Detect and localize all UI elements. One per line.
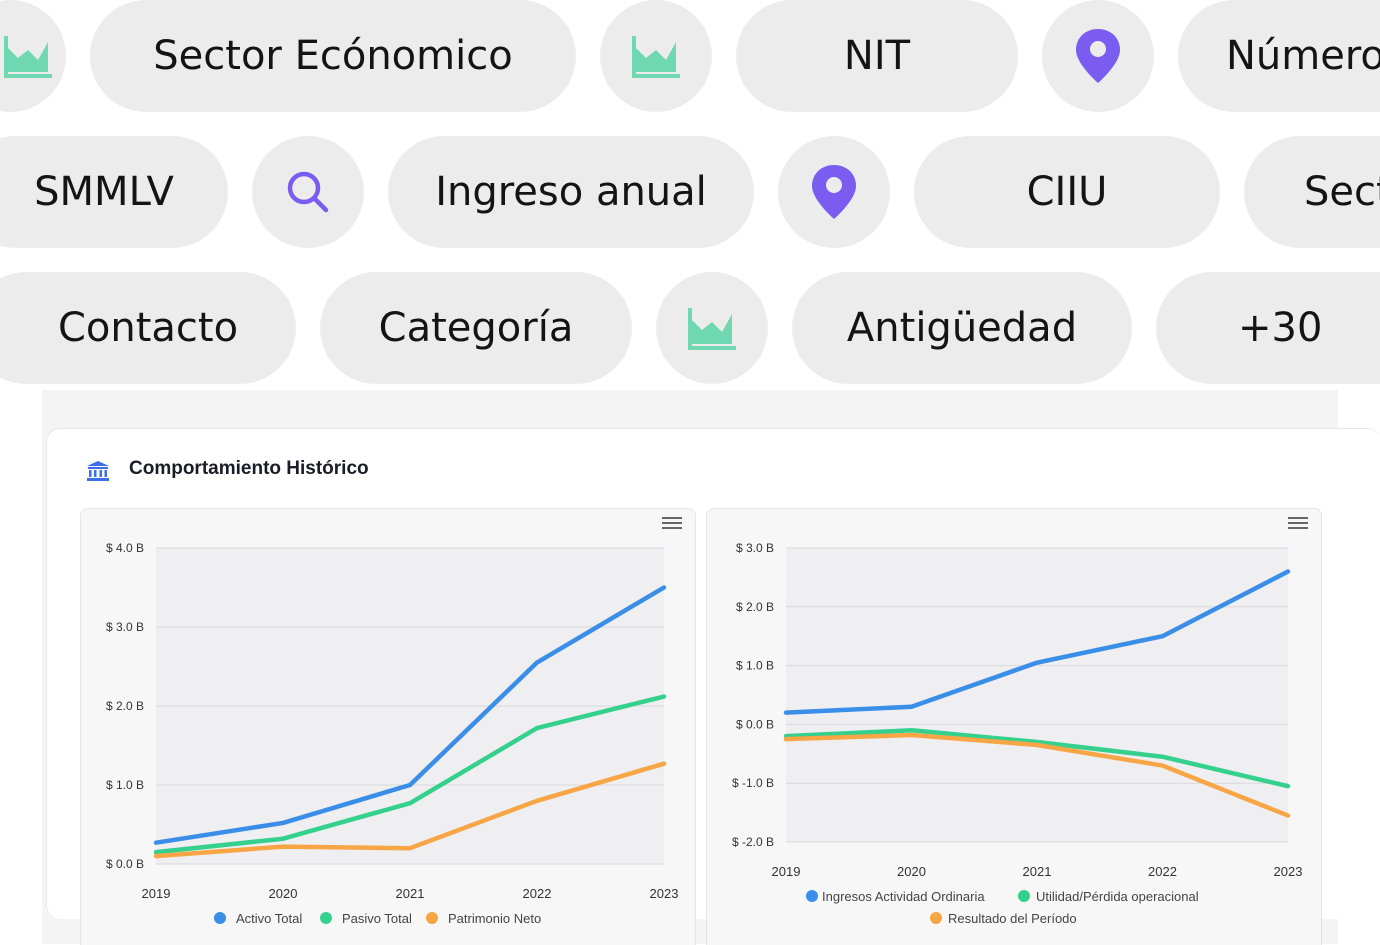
filter-sector[interactable]: Sect xyxy=(1244,136,1380,248)
y-tick-label: $ 1.0 B xyxy=(106,778,144,792)
series-line xyxy=(153,694,667,855)
filter-antiguedad[interactable]: Antigüedad xyxy=(792,272,1132,384)
x-tick-label: 2020 xyxy=(269,886,298,901)
y-tick-label: $ 4.0 B xyxy=(106,541,144,555)
filter-label: Categoría xyxy=(378,305,574,351)
filter-label: CIIU xyxy=(1026,169,1108,215)
balance-chart: $ 0.0 B $ 1.0 B $ 2.0 B $ 3.0 B $ 4.0 B 2019 2… xyxy=(106,517,682,926)
series-line xyxy=(153,761,667,859)
y-tick-label: $ 2.0 B xyxy=(736,600,774,614)
filter-label: Sector Ecónomico xyxy=(153,33,513,79)
location-filter-button[interactable] xyxy=(778,136,890,248)
y-tick-label: $ 2.0 B xyxy=(106,699,144,713)
card-title: Comportamiento Histórico xyxy=(129,458,369,479)
chart-filter-button[interactable] xyxy=(600,0,712,112)
x-tick-label: 2022 xyxy=(523,886,552,901)
filter-sector-economico[interactable]: Sector Ecónomico xyxy=(90,0,576,112)
hamburger-menu-icon[interactable] xyxy=(1288,517,1308,529)
legend-label: Pasivo Total xyxy=(342,911,412,926)
bank-icon xyxy=(87,461,109,481)
series-line xyxy=(783,732,1291,818)
legend-label: Patrimonio Neto xyxy=(448,911,541,926)
y-tick-label: $ -1.0 B xyxy=(732,776,774,790)
series-line xyxy=(153,585,667,845)
filter-label: Sect xyxy=(1304,169,1380,215)
legend-label: Resultado del Período xyxy=(948,911,1077,926)
x-tick-label: 2023 xyxy=(1274,864,1303,879)
filter-ingreso-anual[interactable]: Ingreso anual xyxy=(388,136,754,248)
area-chart-icon xyxy=(688,308,736,350)
legend-marker xyxy=(930,912,942,924)
y-tick-label: $ 3.0 B xyxy=(106,620,144,634)
filter-label: Antigüedad xyxy=(846,305,1078,351)
series-line xyxy=(783,569,1291,715)
legend-label: Activo Total xyxy=(236,911,302,926)
more-filters-count: +30 xyxy=(1238,305,1323,351)
filter-categoria[interactable]: Categoría xyxy=(320,272,632,384)
filter-label: Ingreso anual xyxy=(435,169,707,215)
legend-marker xyxy=(1018,890,1030,902)
search-icon xyxy=(287,171,329,213)
y-tick-label: $ 3.0 B xyxy=(736,541,774,555)
area-chart-icon xyxy=(4,36,52,78)
legend-marker xyxy=(320,912,332,924)
legend-label: Utilidad/Pérdida operacional xyxy=(1036,889,1199,904)
legend-marker xyxy=(426,912,438,924)
filter-smmlv[interactable]: SMMLV xyxy=(0,136,228,248)
filter-label: Contacto xyxy=(57,305,239,351)
series-line xyxy=(783,728,1291,789)
legend-marker xyxy=(214,912,226,924)
legend-marker xyxy=(806,890,818,902)
x-tick-label: 2019 xyxy=(142,886,171,901)
location-filter-button[interactable] xyxy=(1042,0,1154,112)
location-pin-icon xyxy=(812,165,856,219)
filter-label: Número xyxy=(1226,33,1380,79)
x-tick-label: 2023 xyxy=(650,886,679,901)
results-chart: $ -2.0 B $ -1.0 B $ 0.0 B $ 1.0 B $ 2.0 B $ 3… xyxy=(732,517,1308,926)
filter-label: SMMLV xyxy=(34,169,174,215)
x-tick-label: 2021 xyxy=(1023,864,1052,879)
filter-nit[interactable]: NIT xyxy=(736,0,1018,112)
chart-filter-button[interactable] xyxy=(656,272,768,384)
x-tick-label: 2019 xyxy=(772,864,801,879)
legend-label: Ingresos Actividad Ordinaria xyxy=(822,889,985,904)
y-tick-label: $ 0.0 B xyxy=(736,717,774,731)
plot-area xyxy=(786,548,1288,842)
y-tick-label: $ 0.0 B xyxy=(106,857,144,871)
hamburger-menu-icon[interactable] xyxy=(662,517,682,529)
filter-numero[interactable]: Número xyxy=(1178,0,1380,112)
area-chart-icon xyxy=(632,36,680,78)
location-pin-icon xyxy=(1076,29,1120,83)
filter-label: NIT xyxy=(843,33,911,79)
filter-contacto[interactable]: Contacto xyxy=(0,272,296,384)
more-filters-button[interactable]: +30 xyxy=(1156,272,1380,384)
x-tick-label: 2021 xyxy=(396,886,425,901)
y-tick-label: $ -2.0 B xyxy=(732,835,774,849)
filter-ciiu[interactable]: CIIU xyxy=(914,136,1220,248)
x-tick-label: 2022 xyxy=(1148,864,1177,879)
x-tick-label: 2020 xyxy=(897,864,926,879)
chart-filter-button[interactable] xyxy=(0,0,66,112)
y-tick-label: $ 1.0 B xyxy=(736,659,774,673)
search-filter-button[interactable] xyxy=(252,136,364,248)
